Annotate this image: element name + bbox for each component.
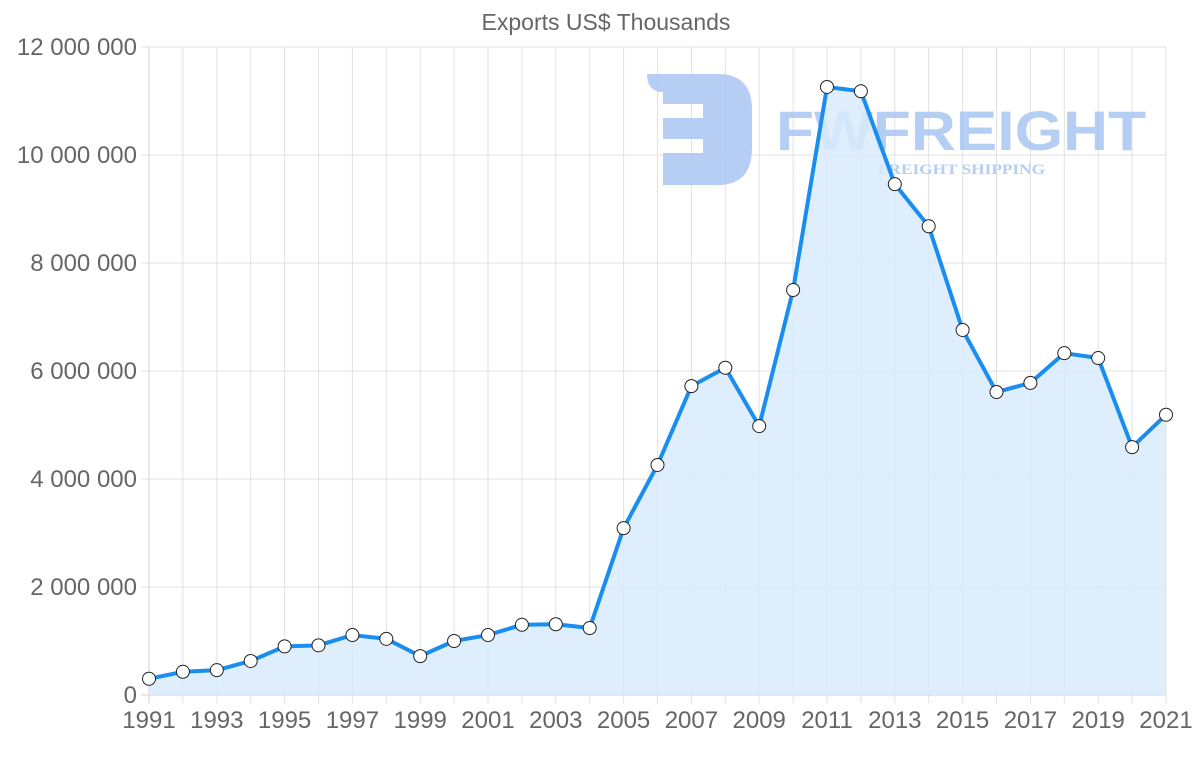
x-tick-label: 2003 — [529, 707, 582, 734]
x-tick-label: 1997 — [326, 707, 379, 734]
x-tick-label: 2011 — [801, 707, 853, 734]
y-tick-label: 2 000 000 — [30, 574, 137, 601]
data-point[interactable] — [277, 639, 292, 654]
fwfreight-logo-icon — [647, 74, 752, 185]
y-tick-label: 12 000 000 — [17, 34, 137, 61]
data-point[interactable] — [481, 628, 495, 643]
x-tick-label: 2005 — [597, 707, 650, 734]
x-tick-label: 2019 — [1072, 707, 1125, 734]
x-tick-label: 1995 — [258, 707, 311, 734]
data-point[interactable] — [718, 360, 733, 375]
x-tick-label: 2007 — [665, 707, 718, 734]
data-point[interactable] — [887, 177, 902, 192]
y-tick-label: 4 000 000 — [30, 466, 137, 493]
x-tick-label: 1999 — [394, 707, 447, 734]
data-point[interactable] — [1125, 440, 1140, 455]
data-point[interactable] — [379, 631, 394, 646]
data-point[interactable] — [786, 283, 801, 297]
x-tick-label: 2015 — [936, 707, 989, 734]
data-point[interactable] — [1057, 346, 1072, 361]
data-point[interactable] — [853, 84, 868, 99]
data-point[interactable] — [820, 79, 834, 94]
area-fill — [149, 86, 1166, 695]
data-point[interactable] — [514, 617, 529, 632]
data-point[interactable] — [955, 322, 970, 337]
data-point[interactable] — [616, 521, 631, 536]
data-point[interactable] — [345, 628, 360, 643]
data-point[interactable] — [1023, 375, 1038, 390]
data-point[interactable] — [582, 621, 597, 636]
y-tick-label: 0 — [124, 682, 137, 709]
data-point[interactable] — [447, 634, 462, 648]
fwfreight-watermark: FWFREIGHT FREIGHT SHIPPING — [647, 74, 1146, 185]
y-tick-label: 10 000 000 — [17, 142, 137, 169]
data-point[interactable] — [1091, 351, 1106, 366]
x-tick-label: 1993 — [190, 707, 243, 734]
data-point[interactable] — [209, 663, 224, 678]
x-tick-label: 1991 — [122, 707, 175, 734]
data-point[interactable] — [548, 617, 563, 632]
y-tick-label: 6 000 000 — [30, 358, 137, 385]
x-tick-label: 2013 — [868, 707, 921, 734]
data-point[interactable] — [311, 638, 326, 653]
data-point[interactable] — [684, 379, 699, 394]
data-point[interactable] — [243, 653, 258, 668]
data-point[interactable] — [142, 671, 156, 686]
data-point[interactable] — [650, 457, 665, 472]
data-point[interactable] — [921, 219, 936, 234]
data-point[interactable] — [413, 649, 428, 664]
watermark-tagline: FREIGHT SHIPPING — [878, 162, 1045, 178]
y-tick-label: 8 000 000 — [30, 250, 137, 277]
chart-title: Exports US$ Thousands — [482, 9, 731, 35]
y-axis-ticks: 0 2 000 000 4 000 000 6 000 000 8 000 000 10 … — [17, 34, 137, 709]
x-tick-label: 2009 — [733, 707, 786, 734]
data-point[interactable] — [752, 419, 767, 434]
data-point[interactable] — [1159, 407, 1173, 422]
x-tick-label: 2021 — [1139, 707, 1192, 734]
data-point[interactable] — [175, 664, 190, 679]
x-axis-ticks: 1991 1993 1995 1997 1999 2001 2003 2005 2007 2009… — [122, 707, 1192, 734]
x-tick-label: 2001 — [461, 707, 514, 734]
data-points — [142, 79, 1173, 686]
x-tick-label: 2017 — [1004, 707, 1057, 734]
data-point[interactable] — [989, 385, 1004, 400]
